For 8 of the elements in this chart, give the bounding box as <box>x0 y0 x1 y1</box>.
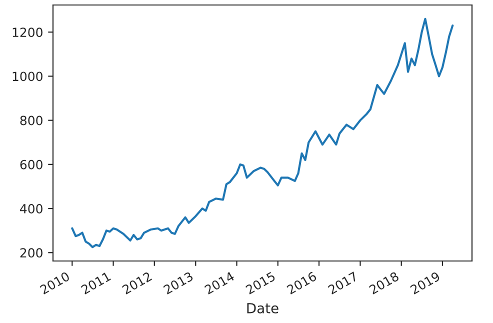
line-series <box>71 18 454 248</box>
x-axis-title: Date <box>247 303 278 314</box>
y-tick-label: 600 <box>20 160 42 170</box>
y-tick-label: 800 <box>20 116 42 126</box>
y-tick-label: 1200 <box>12 28 42 38</box>
y-tick-label: 400 <box>20 204 42 214</box>
y-tick-label: 1000 <box>12 72 42 82</box>
y-tick-label: 200 <box>20 248 42 258</box>
